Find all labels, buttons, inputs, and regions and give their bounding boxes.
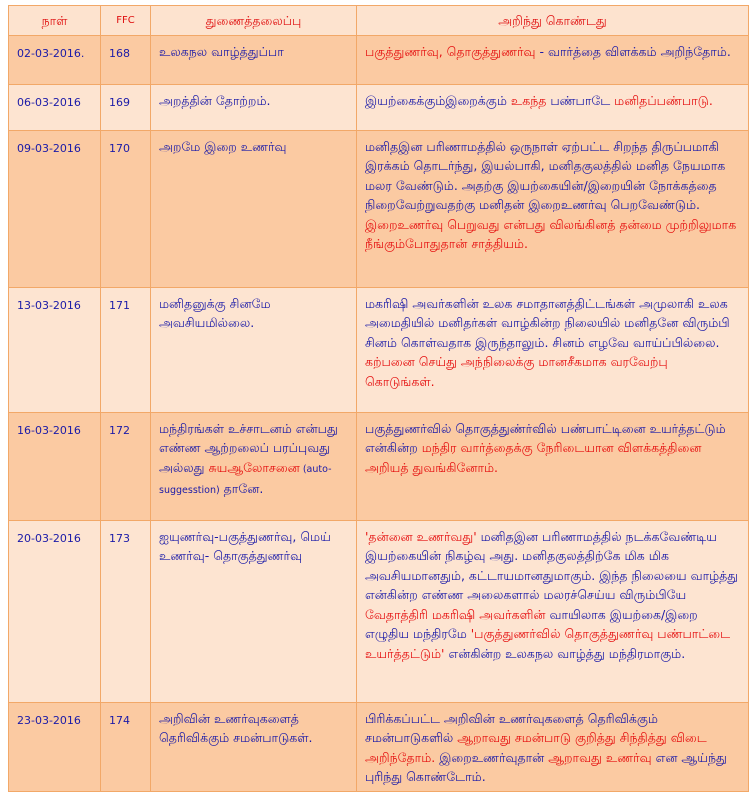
- ffc-number-cell: 174: [100, 701, 151, 792]
- ffc-number-cell: 173: [100, 519, 151, 703]
- date-cell: 09-03-2016: [8, 129, 101, 288]
- header-date: நாள்: [8, 5, 101, 36]
- ffc-number-cell: 172: [100, 411, 151, 521]
- table-row: 23-03-2016 174 அறிவின் உணர்வுகளைத் தெரிவிக…: [8, 701, 749, 792]
- topic-text-segment: தானே.: [219, 481, 264, 496]
- learned-cell: இயற்கைக்கும்இறைக்கும் உகந்த பண்பாடே மனித…: [356, 83, 749, 131]
- learned-text-segment: ஆறாவது உணர்வு: [548, 749, 652, 765]
- learned-text-segment: மகரிஷி அவர்களின் உலக சமாதானத்திட்டங்கள் …: [365, 295, 730, 350]
- date-cell: 06-03-2016: [8, 83, 101, 131]
- ffc-number-cell: 170: [100, 129, 151, 288]
- learned-text-segment: மனிதஇன பரிணாமத்தில் ஒருநாள் ஏற்பட்ட சிறந…: [365, 138, 726, 213]
- learned-text-segment: வாயிலாக இயற்கை/இறை எழுதிய மந்திரமே: [365, 606, 698, 642]
- date-cell: 23-03-2016: [8, 701, 101, 792]
- learned-text-segment: மனிதஇன பரிணாமத்தில் நடக்கவேண்டிய இயற்கைய…: [365, 528, 739, 603]
- topic-text-segment: (auto-suggesstion): [159, 463, 332, 497]
- date-cell: 20-03-2016: [8, 519, 101, 703]
- topic-cell: மனிதனுக்கு சினமே அவசியமில்லை.: [150, 286, 357, 413]
- learned-text-segment: கற்பனை செய்து அந்நிலைக்கு மானசீகமாக வரவே…: [365, 354, 668, 389]
- learned-cell: பிரிக்கப்பட்ட அறிவின் உணர்வுகளைத் தெரிவி…: [356, 701, 749, 792]
- table-row: 16-03-2016 172 மந்திரங்கள் உச்சாடனம் என்பத…: [8, 411, 749, 521]
- learned-cell: பகுத்துணர்வு, தொகுத்துணர்வு - வார்த்தை வ…: [356, 34, 749, 85]
- learned-cell: மகரிஷி அவர்களின் உலக சமாதானத்திட்டங்கள் …: [356, 286, 749, 413]
- learned-text-segment: இறைஉணர்வுதான்: [435, 749, 549, 765]
- table-row: 20-03-2016 173 ஐயுணர்வு-பகுத்துணர்வு, மெய்…: [8, 519, 749, 703]
- ffc-log-table: நாள் FFC துணைத்தலைப்பு அறிந்து கொண்டது 0…: [8, 5, 749, 792]
- topic-text-segment: அறிவின் உணர்வுகளைத் தெரிவிக்கும் சமன்பாட…: [159, 710, 313, 746]
- learned-text-segment: பகுத்துணர்வில் தொகுத்துண்ர்வில் பண்பாட்ட…: [365, 420, 726, 456]
- learned-text-segment: ஆறாவது சமன்பாடு குறித்து சிந்தித்து விடை…: [365, 730, 707, 765]
- learned-text-segment: என ஆய்ந்து புரிந்து கொண்டோம்.: [365, 749, 727, 785]
- learned-text-segment: 'பகுத்துணர்வில் தொகுத்துணர்வு பண்பாட்டை …: [365, 626, 731, 661]
- ffc-number-cell: 169: [100, 83, 151, 131]
- topic-cell: ஐயுணர்வு-பகுத்துணர்வு, மெய் உணர்வு- தொகு…: [150, 519, 357, 703]
- table-row: 02-03-2016. 168 உலகநல வாழ்த்துப்பா பகுத்துண…: [8, 34, 749, 85]
- topic-cell: மந்திரங்கள் உச்சாடனம் என்பது எண்ண ஆற்றலை…: [150, 411, 357, 521]
- topic-text-segment: மனிதனுக்கு சினமே அவசியமில்லை.: [159, 295, 271, 331]
- header-topic: துணைத்தலைப்பு: [150, 5, 357, 36]
- learned-text-segment: இறைஉணர்வு பெறுவது என்பது விலங்கினத் தன்ம…: [365, 216, 737, 252]
- learned-text-segment: பகுத்துணர்வு, தொகுத்துணர்வு: [365, 43, 536, 59]
- topic-cell: அறிவின் உணர்வுகளைத் தெரிவிக்கும் சமன்பாட…: [150, 701, 357, 792]
- learned-text-segment: பிரிக்கப்பட்ட அறிவின் உணர்வுகளைத் தெரிவி…: [365, 710, 658, 746]
- date-cell: 13-03-2016: [8, 286, 101, 413]
- learned-text-segment: என்கின்ற உலகநல வாழ்த்து மந்திரமாகும்.: [444, 645, 686, 661]
- header-ffc: FFC: [100, 5, 151, 36]
- learned-cell: மனிதஇன பரிணாமத்தில் ஒருநாள் ஏற்பட்ட சிறந…: [356, 129, 749, 288]
- date-cell: 16-03-2016: [8, 411, 101, 521]
- topic-text-segment: ஐயுணர்வு-பகுத்துணர்வு, மெய் உணர்வு- தொகு…: [159, 528, 331, 564]
- learned-text-segment: வேதாத்திரி மகரிஷி அவர்களின்: [365, 606, 546, 622]
- learned-text-segment: - வார்த்தை விளக்கம் அறிந்தோம்.: [535, 43, 731, 59]
- header-row: நாள் FFC துணைத்தலைப்பு அறிந்து கொண்டது: [8, 5, 749, 36]
- learned-cell: பகுத்துணர்வில் தொகுத்துண்ர்வில் பண்பாட்ட…: [356, 411, 749, 521]
- topic-text-segment: அறத்தின் தோற்றம்.: [159, 92, 271, 108]
- topic-cell: அறத்தின் தோற்றம்.: [150, 83, 357, 131]
- learned-text-segment: 'தன்னை உணர்வது': [365, 528, 477, 544]
- topic-cell: உலகநல வாழ்த்துப்பா: [150, 34, 357, 85]
- table-row: 13-03-2016 171 மனிதனுக்கு சினமே அவசியமில்ல…: [8, 286, 749, 413]
- topic-cell: அறமே இறை உணர்வு: [150, 129, 357, 288]
- topic-text-segment: மந்திரங்கள் உச்சாடனம் என்பது எண்ண ஆற்றலை…: [159, 420, 338, 475]
- topic-text-segment: உலகநல வாழ்த்துப்பா: [159, 43, 284, 59]
- learned-cell: 'தன்னை உணர்வது' மனிதஇன பரிணாமத்தில் நடக்…: [356, 519, 749, 703]
- header-learned: அறிந்து கொண்டது: [356, 5, 749, 36]
- learned-text-segment: உகந்த: [510, 92, 547, 108]
- table-row: 09-03-2016 170 அறமே இறை உணர்வு மனிதஇன பரிணா…: [8, 129, 749, 288]
- ffc-number-cell: 171: [100, 286, 151, 413]
- topic-text-segment: அறமே இறை உணர்வு: [159, 138, 287, 154]
- table-row: 06-03-2016 169 அறத்தின் தோற்றம். இயற்கைக்கு…: [8, 83, 749, 131]
- topic-text-segment: சுயஆலோசனை: [208, 459, 300, 475]
- date-cell: 02-03-2016.: [8, 34, 101, 85]
- learned-text-segment: இயற்கைக்கும்இறைக்கும்: [365, 92, 511, 108]
- learned-text-segment: மனிதப்பண்பாடு.: [614, 92, 713, 108]
- learned-text-segment: பண்பாடே: [546, 92, 615, 108]
- learned-text-segment: மந்திர வார்த்தைக்கு நேரிடையான விளக்கத்தி…: [365, 440, 702, 475]
- ffc-number-cell: 168: [100, 34, 151, 85]
